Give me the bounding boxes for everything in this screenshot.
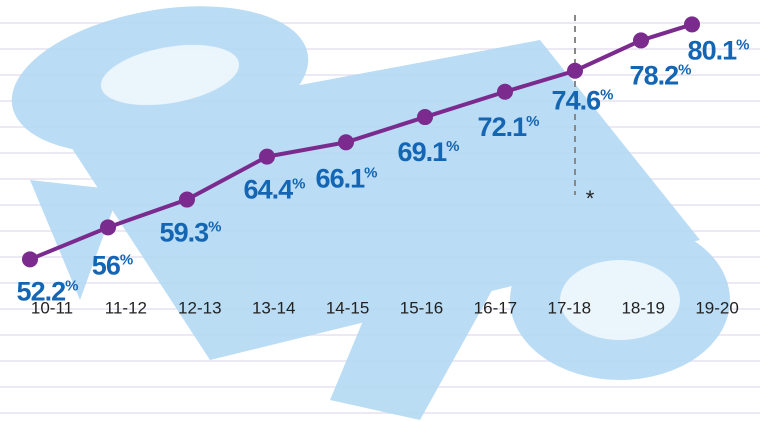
x-tick-label: 18-19	[621, 298, 664, 317]
x-tick-label: 19-20	[695, 298, 738, 317]
point	[417, 109, 433, 126]
value-label: 78.2%	[630, 61, 692, 91]
point	[259, 148, 275, 165]
x-tick-label: 10-11	[31, 298, 73, 317]
diploma-graphic	[11, 6, 730, 420]
point	[100, 219, 116, 236]
x-tick-label: 17-18	[548, 298, 591, 317]
value-label: 59.3%	[160, 218, 222, 248]
diploma-highlights	[100, 44, 680, 340]
point	[338, 134, 354, 151]
x-tick-label: 15-16	[400, 298, 443, 317]
point	[567, 62, 583, 79]
annotation: *	[586, 186, 595, 211]
line	[29, 22, 693, 262]
value-label: 52.2%	[17, 276, 79, 306]
value-label: 69.1%	[398, 137, 460, 167]
point	[497, 83, 513, 100]
point	[684, 16, 700, 33]
point	[633, 32, 649, 49]
value-label: 74.6%	[552, 86, 614, 116]
value-label: 64.4%	[244, 175, 306, 205]
x-tick-label: 11-12	[105, 298, 147, 317]
value-label: 56%	[92, 250, 133, 280]
value-label: 66.1%	[316, 163, 378, 193]
x-tick-label: 12-13	[178, 298, 221, 317]
value-label: 72.1%	[478, 112, 540, 142]
x-tick-label: 13-14	[252, 298, 295, 317]
x-tick-label: 16-17	[474, 298, 517, 317]
point	[179, 191, 195, 208]
point	[22, 251, 38, 268]
value-label: 80.1%	[688, 36, 750, 66]
x-tick-label: 14-15	[326, 298, 369, 317]
